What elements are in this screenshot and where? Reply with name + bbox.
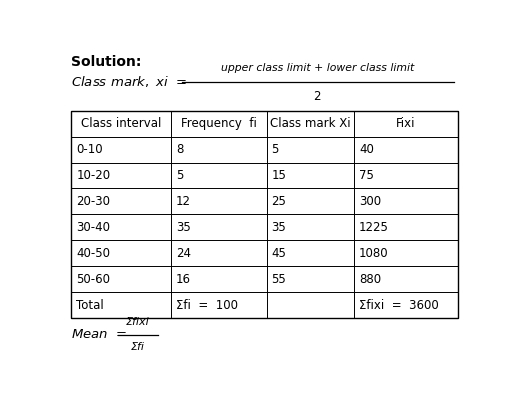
Text: Σfixi  =  3600: Σfixi = 3600 — [359, 299, 439, 312]
Text: 20-30: 20-30 — [76, 195, 110, 208]
Text: 10-20: 10-20 — [76, 169, 111, 182]
Text: 35: 35 — [271, 221, 286, 234]
Text: Class interval: Class interval — [81, 117, 161, 130]
Text: upper class limit + lower class limit: upper class limit + lower class limit — [221, 64, 414, 73]
Text: 45: 45 — [271, 247, 286, 260]
Text: 24: 24 — [176, 247, 191, 260]
Text: 1080: 1080 — [359, 247, 389, 260]
Bar — [71, 111, 458, 318]
Text: 880: 880 — [359, 273, 381, 286]
Text: $\mathit{Mean}$  =: $\mathit{Mean}$ = — [71, 328, 127, 341]
Text: 300: 300 — [359, 195, 381, 208]
Text: 15: 15 — [271, 169, 286, 182]
Text: 50-60: 50-60 — [76, 273, 110, 286]
Text: 40: 40 — [359, 143, 374, 156]
Text: Σfi  =  100: Σfi = 100 — [176, 299, 238, 312]
Text: Σfi: Σfi — [131, 342, 145, 352]
Text: 75: 75 — [359, 169, 374, 182]
Text: 1225: 1225 — [359, 221, 389, 234]
Text: 55: 55 — [271, 273, 286, 286]
Text: 5: 5 — [271, 143, 279, 156]
Text: Total: Total — [76, 299, 104, 312]
Text: 12: 12 — [176, 195, 191, 208]
Text: 16: 16 — [176, 273, 191, 286]
Text: 30-40: 30-40 — [76, 221, 110, 234]
Text: 25: 25 — [271, 195, 286, 208]
Text: 8: 8 — [176, 143, 183, 156]
Text: 2: 2 — [314, 90, 321, 103]
Text: Fixi: Fixi — [396, 117, 416, 130]
Text: Σfixi: Σfixi — [126, 317, 150, 327]
Text: Solution:: Solution: — [71, 55, 142, 69]
Text: 0-10: 0-10 — [76, 143, 103, 156]
Text: Class mark Xi: Class mark Xi — [270, 117, 351, 130]
Text: 40-50: 40-50 — [76, 247, 110, 260]
Text: Frequency  fi: Frequency fi — [181, 117, 257, 130]
Text: 35: 35 — [176, 221, 191, 234]
Text: $\mathit{Class\ mark,\ xi}$  =: $\mathit{Class\ mark,\ xi}$ = — [71, 74, 188, 90]
Text: 5: 5 — [176, 169, 183, 182]
